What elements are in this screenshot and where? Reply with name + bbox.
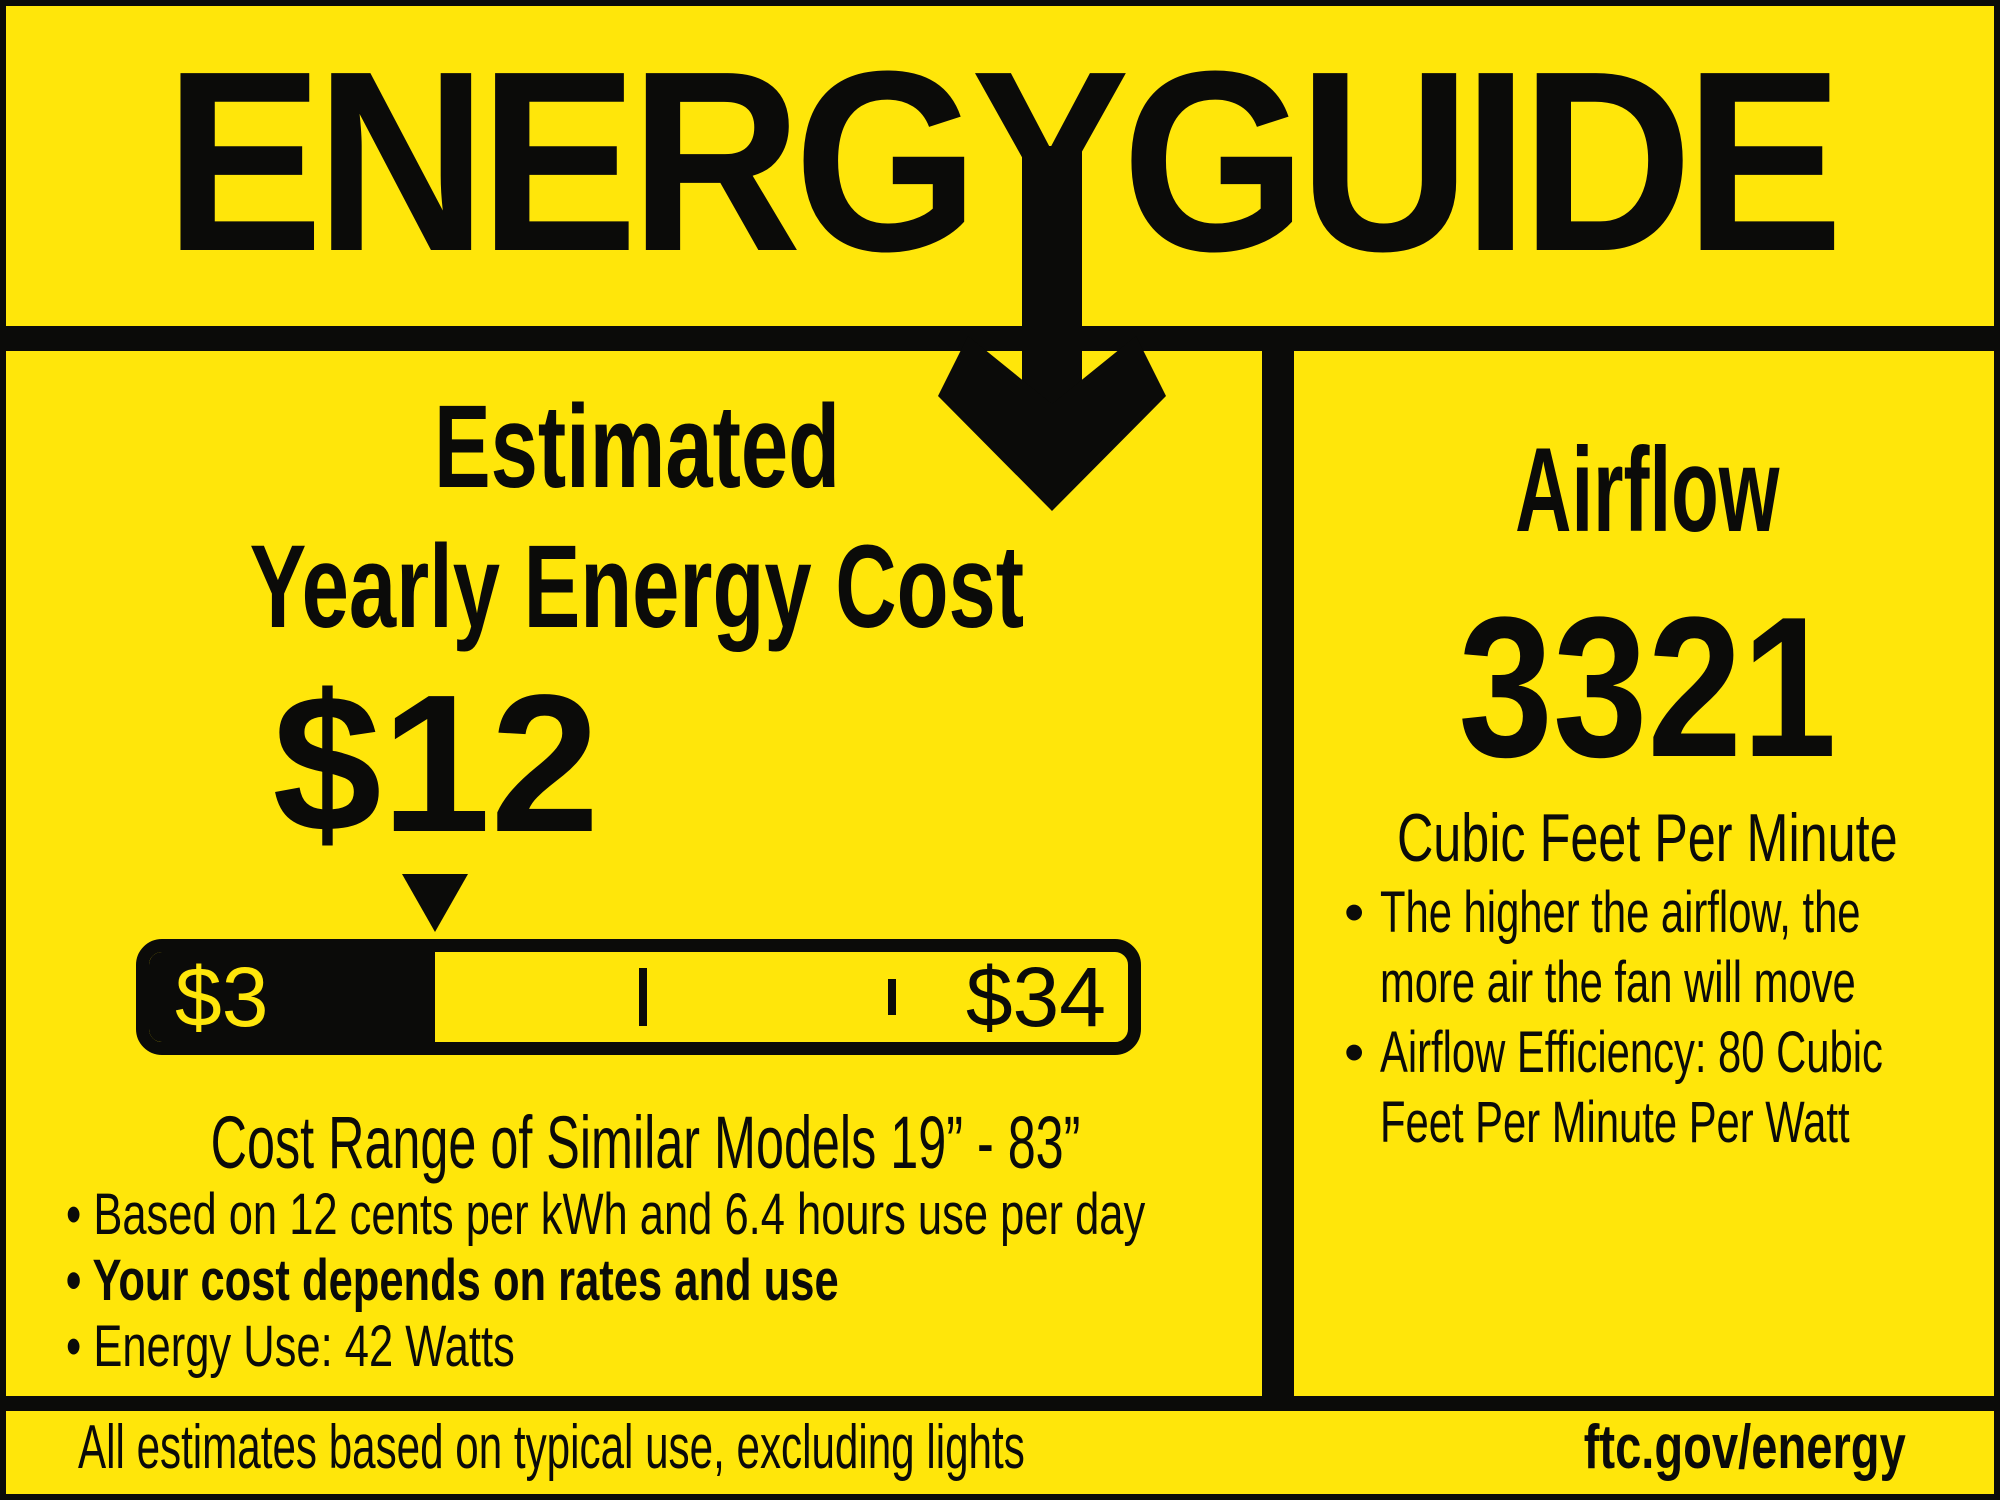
- footer-rule: [6, 1396, 1994, 1411]
- airflow-bullet-list: • The higher the airflow, the more air th…: [1344, 878, 1994, 1158]
- range-caption-text: Cost Range of Similar Models 19” - 83”: [210, 1101, 1081, 1184]
- range-tick: [888, 979, 897, 1015]
- panel-divider: [1262, 351, 1294, 1396]
- cost-bullet-item: • Energy Use: 42 Watts: [66, 1314, 1505, 1380]
- cost-bullet-list: • Based on 12 cents per kWh and 6.4 hour…: [66, 1182, 1505, 1380]
- footer-disclaimer: All estimates based on typical use, excl…: [78, 1413, 1470, 1482]
- cost-bullet-item: • Your cost depends on rates and use: [66, 1248, 1505, 1314]
- cost-pointer-icon: [401, 874, 468, 932]
- header-rule: [6, 326, 1994, 351]
- estimated-title-line1: Estimated: [6, 388, 1268, 506]
- range-caption: Cost Range of Similar Models 19” - 83”: [6, 1106, 1268, 1180]
- airflow-value: 3321: [1294, 576, 1994, 799]
- airflow-unit-text: Cubic Feet Per Minute: [1396, 800, 1898, 876]
- estimated-title-line2: Yearly Energy Cost: [6, 528, 1268, 646]
- airflow-bullet-item: • The higher the airflow, the more air th…: [1344, 878, 1994, 1018]
- airflow-bullet-text: Airflow Efficiency: 80 Cubic Feet Per Mi…: [1380, 1020, 1884, 1155]
- airflow-bullet-text: The higher the airflow, the more air the…: [1380, 880, 1861, 1015]
- airflow-bullet-item: • Airflow Efficiency: 80 Cubic Feet Per M…: [1344, 1018, 1994, 1158]
- bullet-dot-icon: •: [1344, 880, 1365, 945]
- cost-range-bar: $3 $34: [136, 939, 1141, 1055]
- range-tick: [638, 968, 647, 1026]
- range-min-label: $3: [175, 950, 269, 1044]
- estimated-title-line2-text: Yearly Energy Cost: [249, 521, 1025, 653]
- airflow-value-text: 3321: [1457, 576, 1837, 799]
- cost-range-fill: $3: [149, 952, 435, 1042]
- airflow-title: Airflow: [1294, 423, 1994, 557]
- airflow-title-text: Airflow: [1514, 423, 1780, 557]
- cost-bullet-text: • Based on 12 cents per kWh and 6.4 hour…: [66, 1182, 1146, 1247]
- airflow-unit: Cubic Feet Per Minute: [1294, 800, 1994, 876]
- estimated-title-line1-text: Estimated: [433, 381, 841, 513]
- bullet-dot-icon: •: [1344, 1020, 1365, 1085]
- footer-disclaimer-text: All estimates based on typical use, excl…: [78, 1413, 1025, 1482]
- cost-bullet-text: • Your cost depends on rates and use: [66, 1248, 839, 1313]
- footer-url-text: ftc.gov/energy: [1583, 1413, 1906, 1482]
- yearly-cost-value: $12: [272, 654, 600, 873]
- range-max-label: $34: [965, 950, 1106, 1044]
- cost-bullet-text: • Energy Use: 42 Watts: [66, 1314, 515, 1379]
- energyguide-logo: ENERGYGUIDE: [164, 18, 1844, 306]
- footer-url: ftc.gov/energy: [1482, 1413, 1906, 1482]
- cost-bullet-item: • Based on 12 cents per kWh and 6.4 hour…: [66, 1182, 1505, 1248]
